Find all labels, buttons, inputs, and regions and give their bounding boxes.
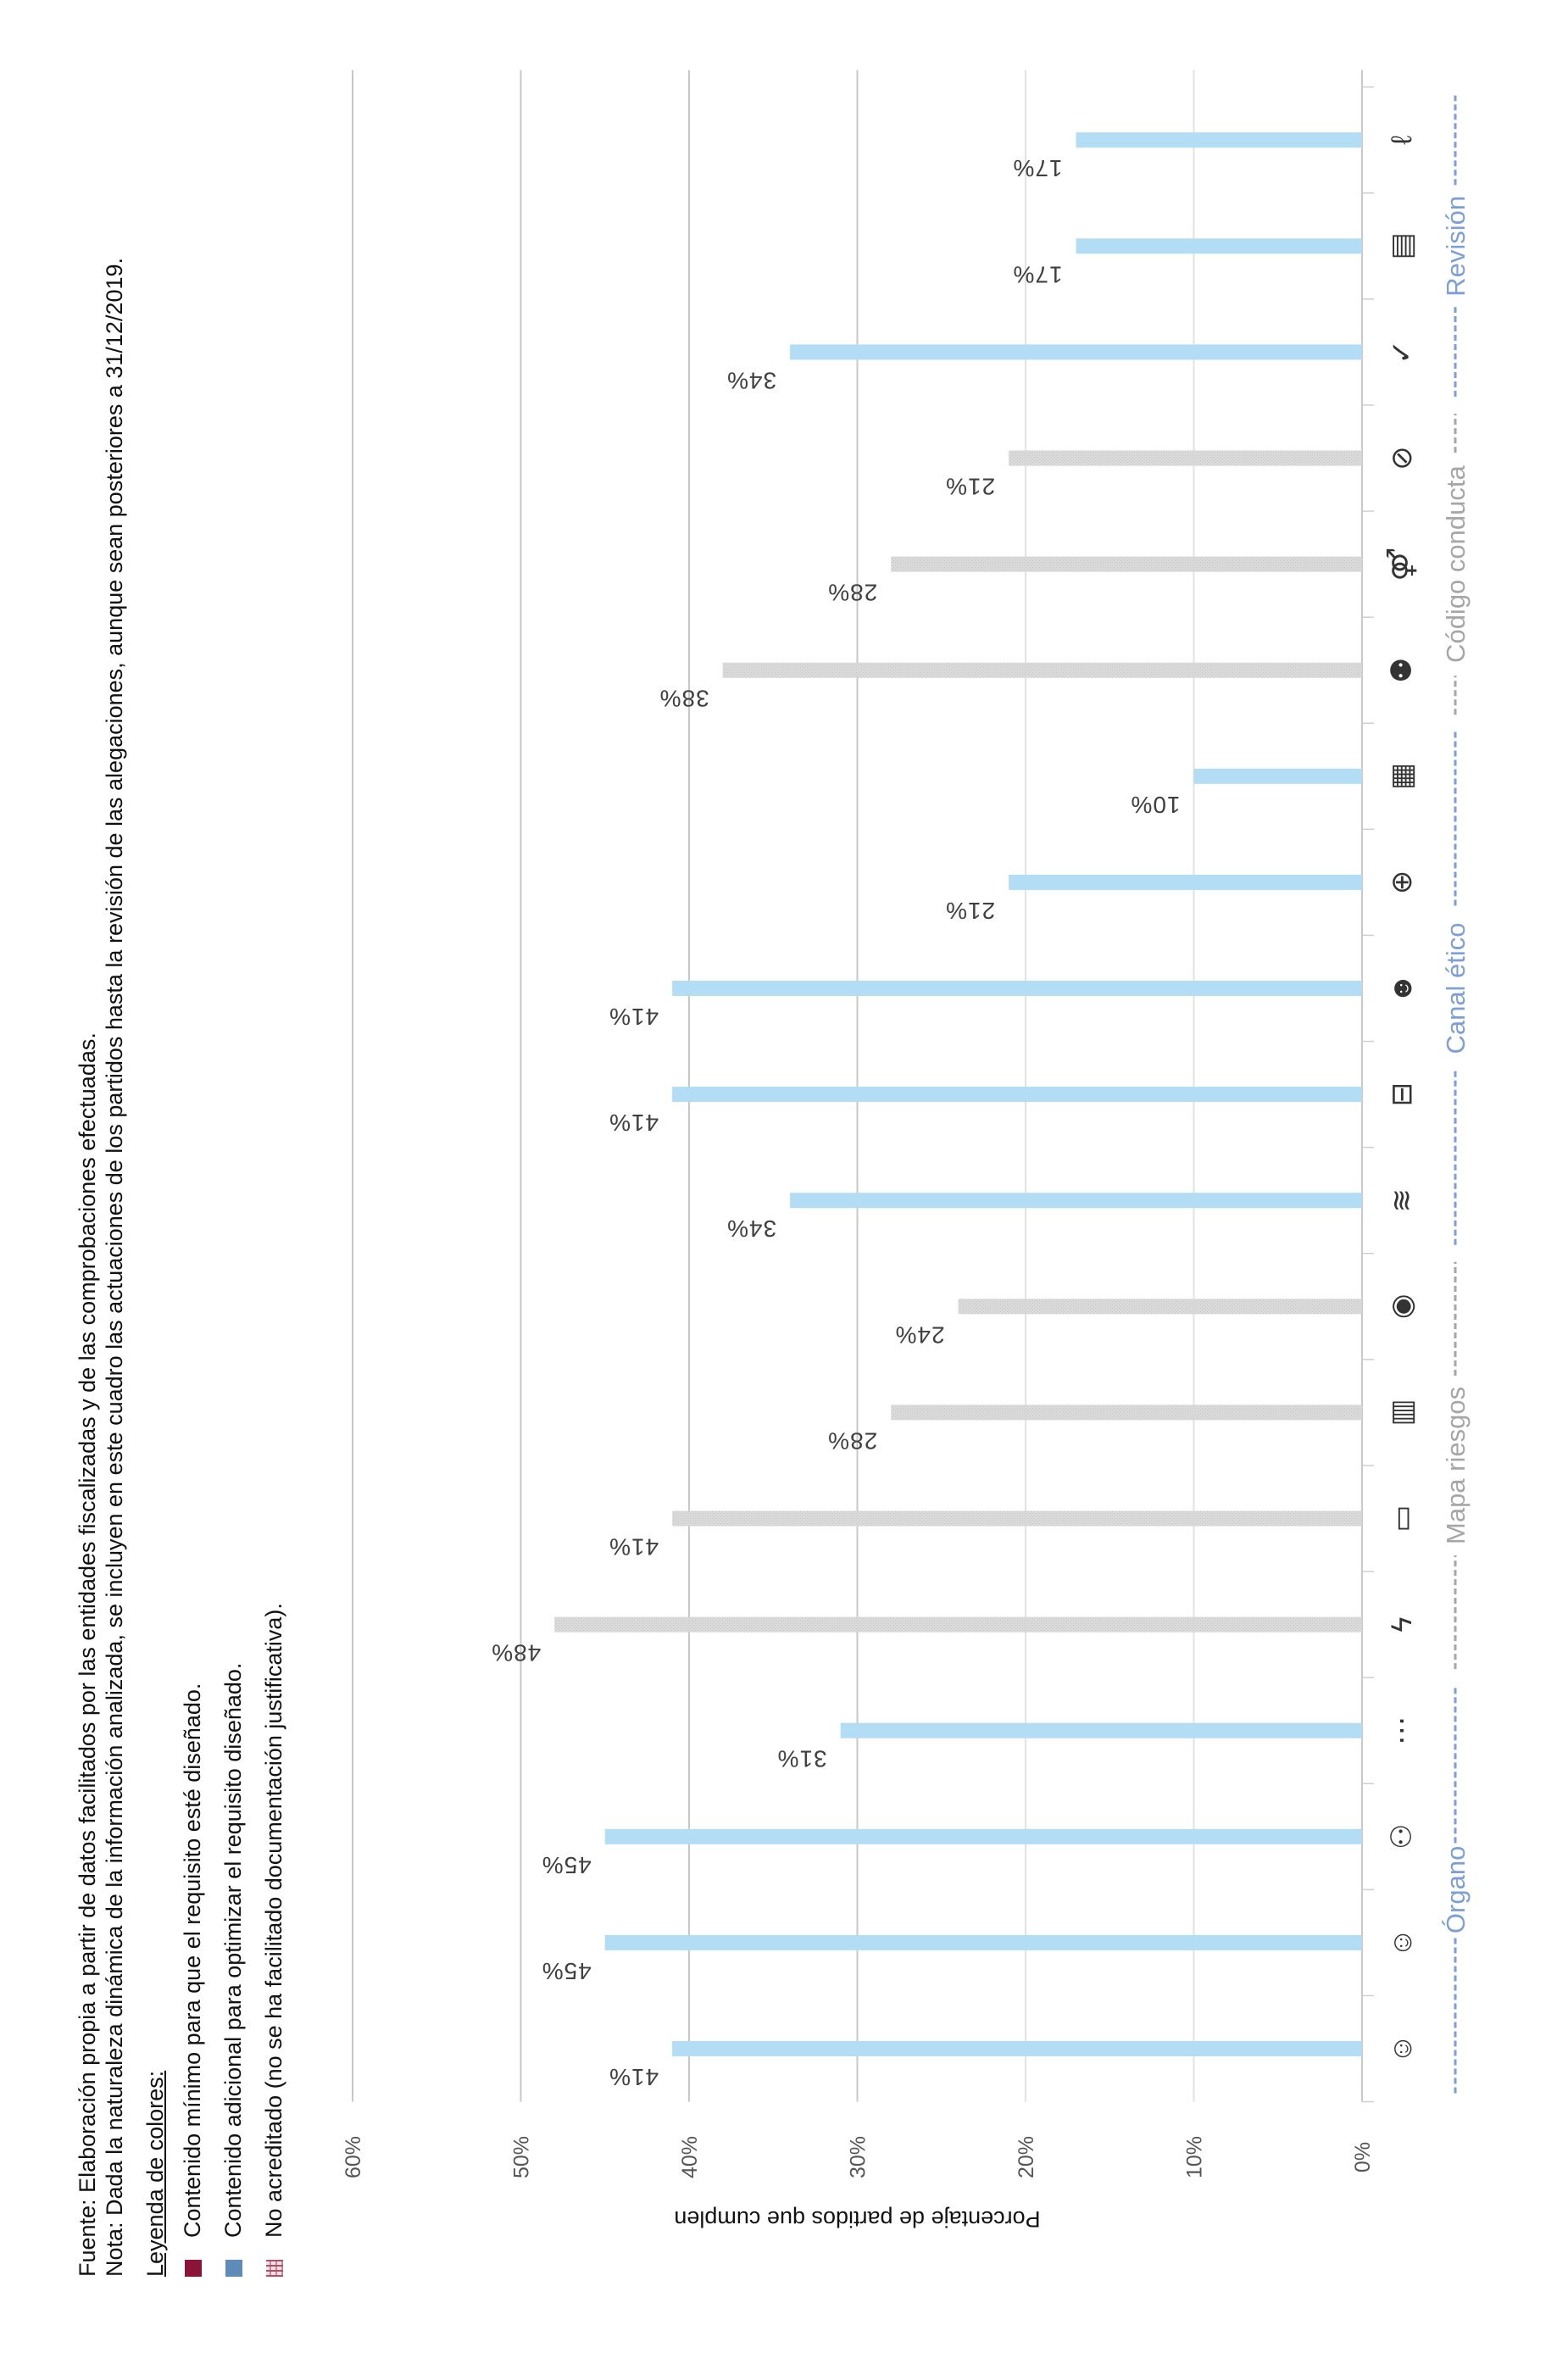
data-label: 45% — [542, 1852, 592, 1878]
data-label: 24% — [895, 1321, 945, 1348]
bar — [722, 662, 1362, 678]
data-label: 41% — [609, 1004, 659, 1030]
calendar-icon: ▦ — [1386, 763, 1418, 790]
data-label: 28% — [827, 580, 877, 606]
y-tick-label: 50% — [510, 2136, 534, 2178]
wifi-speaker-icon: ≋ — [1386, 1188, 1418, 1213]
y-tick-label: 10% — [1183, 2136, 1207, 2178]
target-icon: ◉ — [1386, 1293, 1418, 1319]
y-tick-label: 40% — [678, 2136, 702, 2178]
restroom-icon: ⚤ — [1386, 548, 1418, 581]
globe-icon: ⊕ — [1386, 871, 1418, 895]
bar — [672, 1087, 1362, 1103]
data-label: 34% — [726, 1215, 776, 1242]
bar-icon: ▭ — [1386, 1505, 1418, 1532]
bar — [554, 1616, 1362, 1633]
y-tick-label: 20% — [1015, 2136, 1038, 2178]
data-label: 21% — [945, 474, 995, 500]
bar — [604, 1828, 1362, 1844]
bar — [672, 981, 1362, 996]
group-people-icon: ⚉ — [1386, 657, 1418, 682]
bar — [604, 1934, 1362, 1950]
y-tick-label: 30% — [847, 2136, 870, 2178]
briefcase-icon: ⊟ — [1386, 1082, 1418, 1107]
group-label: Revisión — [1441, 196, 1471, 297]
bar — [1076, 132, 1363, 148]
bar — [790, 1193, 1362, 1209]
lightning-icon: ϟ — [1386, 1617, 1418, 1633]
face-circle-icon: ☺ — [1386, 1928, 1418, 1958]
person-speaking-icon: ☻ — [1386, 973, 1418, 1004]
no-sign-icon: ⊘ — [1386, 446, 1418, 470]
bar — [1193, 768, 1362, 784]
bar — [1076, 238, 1363, 254]
data-label: 28% — [827, 1427, 877, 1454]
group-label: Órgano — [1441, 1846, 1471, 1933]
chat-bubble-icon: ⋯ — [1386, 1716, 1418, 1745]
person-flag-icon: ☺ — [1386, 2034, 1418, 2064]
check-mark-icon: ✓ — [1386, 340, 1418, 364]
bar — [790, 344, 1362, 360]
bar — [891, 556, 1362, 572]
chart-decline-icon: ▥ — [1386, 1399, 1418, 1426]
data-label: 31% — [777, 1746, 827, 1772]
signature-icon: ℓ — [1386, 136, 1418, 145]
data-label: 17% — [1013, 155, 1063, 181]
group-label: Canal ético — [1441, 922, 1471, 1054]
group-label: Código conducta — [1441, 465, 1471, 663]
bar — [958, 1299, 1362, 1315]
two-people-icon: ⚇ — [1386, 1824, 1418, 1850]
data-label: 48% — [491, 1640, 541, 1666]
data-label: 17% — [1013, 261, 1063, 287]
bar — [672, 2041, 1362, 2056]
data-label: 38% — [659, 686, 709, 712]
y-axis-title: Porcentaje de partidos que cumplen — [674, 2206, 1040, 2232]
bar — [840, 1722, 1362, 1738]
y-tick-label: 0% — [1351, 2142, 1375, 2172]
bar — [891, 1405, 1362, 1421]
data-label: 45% — [542, 1958, 592, 1984]
bar — [672, 1510, 1362, 1527]
data-label: 41% — [609, 1534, 659, 1560]
data-label: 10% — [1130, 792, 1180, 818]
data-label: 34% — [726, 367, 776, 393]
data-label: 21% — [945, 898, 995, 924]
data-label: 41% — [609, 1110, 659, 1136]
bar — [1009, 450, 1363, 466]
document-icon: ▤ — [1386, 232, 1418, 259]
group-label: Mapa riesgos — [1441, 1387, 1471, 1544]
data-label: 41% — [609, 2064, 659, 2090]
bar — [1009, 874, 1363, 890]
y-tick-label: 60% — [342, 2136, 365, 2178]
